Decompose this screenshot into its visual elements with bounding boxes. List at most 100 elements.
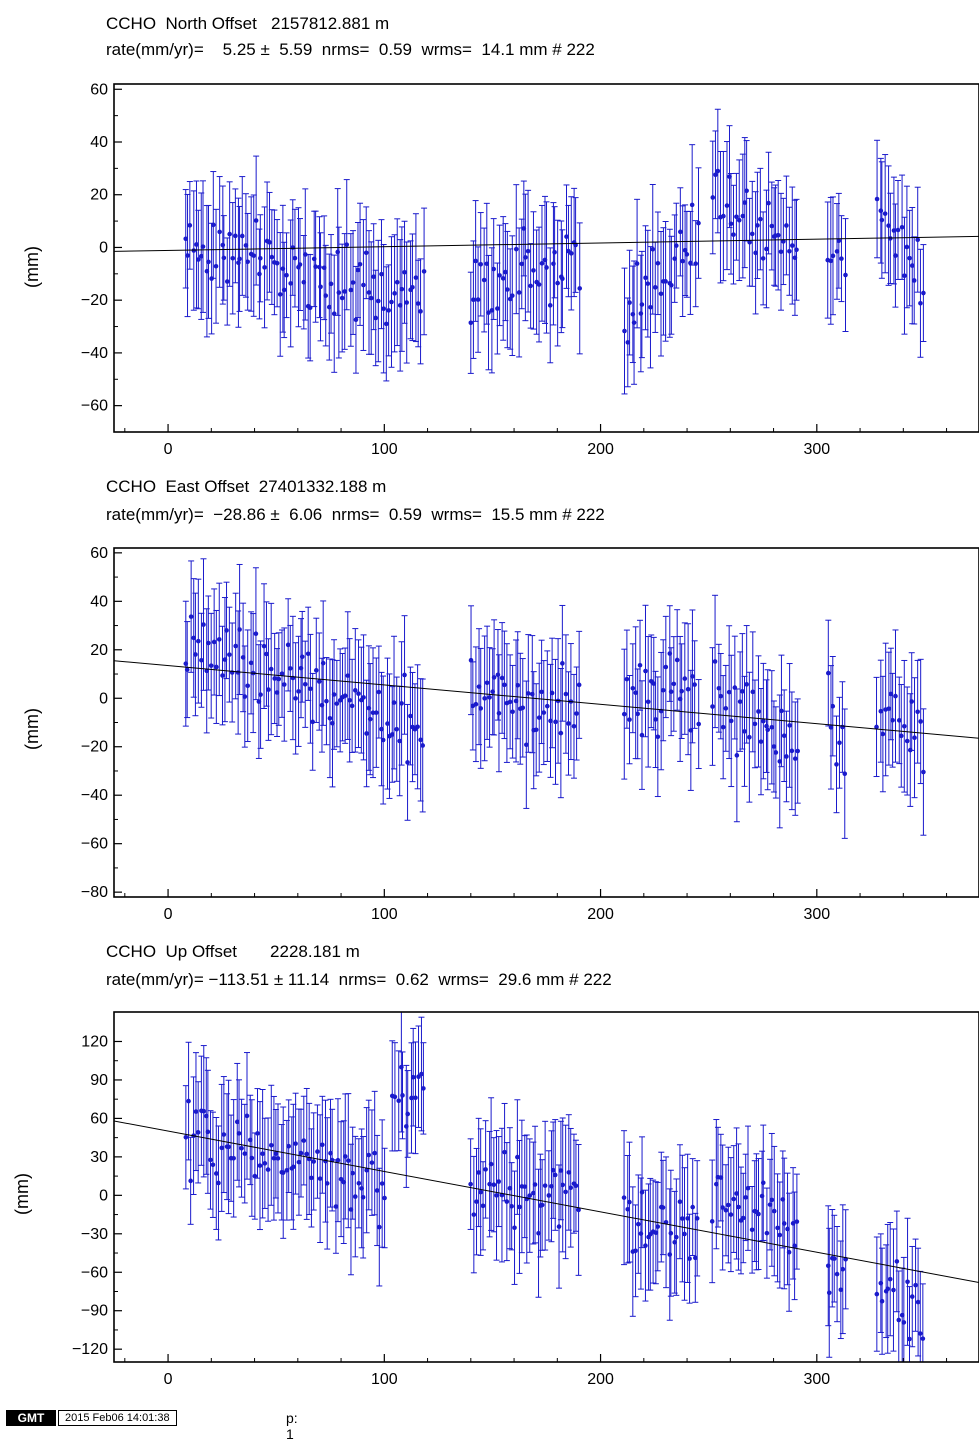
- data-point: [264, 651, 269, 657]
- up-plot: −120 −90 −60 −30 0 30 60 90 120 0 100 200 300: [72, 1011, 979, 1388]
- data-point: [890, 717, 895, 723]
- data-point: [874, 1291, 880, 1297]
- data-point: [347, 697, 352, 703]
- data-point: [361, 695, 366, 700]
- data-point: [636, 1221, 641, 1227]
- data-point: [645, 699, 651, 705]
- data-point: [795, 748, 800, 754]
- north-title: CCHO North Offset 2157812.881 m: [106, 14, 390, 33]
- data-point: [488, 1161, 494, 1167]
- data-point: [210, 1162, 216, 1168]
- data-point: [213, 1171, 219, 1176]
- data-point: [258, 255, 263, 261]
- data-point: [268, 1142, 274, 1148]
- data-point: [504, 1199, 510, 1204]
- data-point: [749, 231, 755, 237]
- x-tick-label: 100: [371, 906, 398, 923]
- data-point: [716, 685, 722, 691]
- data-point: [553, 719, 558, 725]
- data-point: [558, 1168, 564, 1173]
- data-point: [753, 250, 758, 256]
- x-tick-label: 100: [371, 441, 398, 458]
- data-point: [655, 734, 661, 740]
- data-point: [576, 682, 582, 688]
- data-point: [418, 737, 423, 743]
- data-point: [684, 252, 690, 257]
- data-point: [728, 1212, 734, 1217]
- data-point: [710, 195, 716, 200]
- data-point: [560, 1182, 566, 1188]
- data-point: [272, 676, 277, 681]
- data-point: [273, 1151, 279, 1157]
- data-point: [669, 282, 674, 288]
- data-point: [528, 283, 533, 289]
- data-point: [293, 696, 298, 701]
- data-point: [830, 253, 836, 259]
- north-stats: rate(mm/yr)= 5.25 ± 5.59 nrms= 0.59 wrms…: [106, 40, 595, 59]
- data-point: [196, 638, 201, 644]
- data-point: [324, 1181, 330, 1186]
- data-point: [507, 296, 513, 302]
- data-point: [316, 679, 322, 684]
- data-point: [760, 256, 766, 261]
- data-point: [648, 304, 653, 310]
- data-point: [558, 730, 564, 736]
- data-point: [199, 657, 204, 663]
- data-point: [709, 1219, 715, 1224]
- data-point: [758, 216, 763, 222]
- data-point: [655, 260, 661, 266]
- data-point: [233, 643, 238, 649]
- data-point: [689, 202, 695, 208]
- data-point: [544, 265, 549, 270]
- data-point: [573, 1183, 579, 1189]
- gmt-logo: GMT: [6, 1410, 56, 1426]
- data-point: [291, 1164, 296, 1170]
- data-point: [577, 286, 583, 291]
- data-point: [660, 687, 666, 693]
- data-point: [769, 223, 775, 229]
- data-point: [274, 690, 280, 695]
- data-point: [756, 709, 761, 714]
- data-point: [671, 681, 677, 687]
- data-point: [487, 695, 492, 700]
- data-point: [794, 1219, 800, 1224]
- data-point: [355, 267, 361, 273]
- data-point: [771, 1208, 777, 1214]
- data-point: [918, 300, 923, 306]
- data-point: [345, 673, 351, 678]
- data-point: [736, 217, 742, 223]
- data-point: [405, 1111, 411, 1117]
- data-point: [693, 261, 699, 266]
- data-point: [878, 708, 884, 714]
- y-tick-label: 60: [90, 81, 108, 98]
- data-point: [286, 1143, 291, 1149]
- east-title: CCHO East Offset 27401332.188 m: [106, 477, 387, 496]
- data-point: [560, 276, 565, 282]
- data-point: [287, 666, 293, 671]
- data-layer: [114, 1012, 979, 1362]
- data-point: [379, 1181, 385, 1186]
- data-point: [489, 308, 495, 313]
- data-point: [777, 1232, 783, 1238]
- data-point: [674, 657, 680, 663]
- data-point: [696, 721, 701, 727]
- data-point: [789, 748, 795, 754]
- data-point: [309, 1175, 314, 1181]
- data-point: [682, 676, 688, 681]
- data-point: [680, 1216, 685, 1221]
- data-point: [645, 281, 651, 286]
- y-tick-label: 30: [90, 1149, 108, 1166]
- data-point: [271, 1155, 277, 1161]
- data-point: [236, 1131, 242, 1136]
- data-point: [237, 256, 242, 262]
- data-point: [253, 631, 259, 636]
- data-point: [227, 231, 232, 237]
- data-point: [184, 667, 190, 672]
- data-point: [494, 1193, 499, 1198]
- data-point: [311, 1159, 316, 1164]
- data-point: [536, 715, 542, 720]
- data-point: [416, 1074, 421, 1080]
- data-point: [281, 682, 287, 687]
- data-point: [834, 762, 839, 767]
- data-point: [710, 704, 715, 709]
